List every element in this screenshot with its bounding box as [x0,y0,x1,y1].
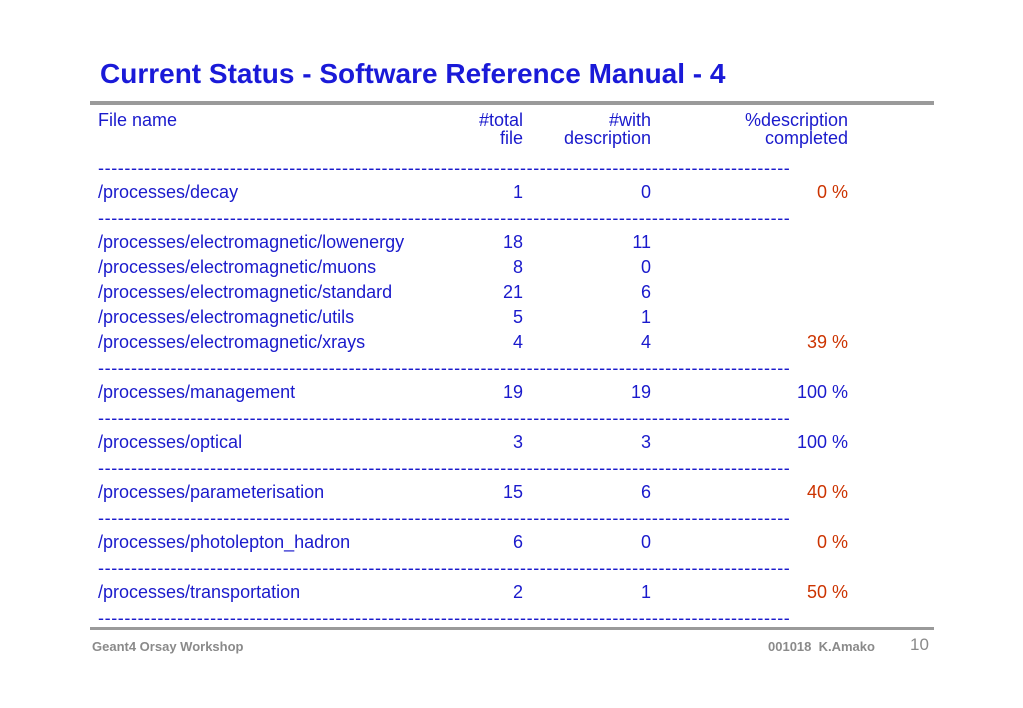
status-table: File name #total file #with description … [98,111,858,630]
footer-author: 001018 K.Amako [768,639,875,654]
total-files-cell: 8 [512,257,523,277]
separator-dashes: ----------------------------------------… [98,208,791,228]
total-files-cell: 19 [502,382,523,402]
total-files-cell: 5 [512,307,523,327]
slide-title: Current Status - Software Reference Manu… [100,58,726,89]
row-separator: ----------------------------------------… [98,155,858,180]
percent-completed-cell: 39 % [806,332,848,352]
table-body: ----------------------------------------… [98,155,858,630]
table-row: /processes/photolepton_hadron 6 0 0 % [98,530,858,555]
table-row: /processes/management 19 19 100 % [98,380,858,405]
percent-completed-cell: 40 % [806,482,848,502]
row-separator: ----------------------------------------… [98,555,858,580]
footer-rule [90,627,934,630]
header-total: #total file [479,111,523,147]
total-files-cell: 2 [512,582,523,602]
row-separator: ----------------------------------------… [98,505,858,530]
table-row: /processes/electromagnetic/standard 21 6 [98,280,858,305]
total-files-cell: 21 [502,282,523,302]
table-row: /processes/parameterisation 15 6 40 % [98,480,858,505]
file-name-cell: /processes/transportation [98,582,301,602]
file-name-cell: /processes/optical [98,432,243,452]
percent-completed-cell: 100 % [796,432,848,452]
row-separator: ----------------------------------------… [98,405,858,430]
header-with-line1: #with [608,110,651,130]
table-row: /processes/electromagnetic/xrays 4 4 39 % [98,330,858,355]
table-header: File name #total file #with description … [98,111,858,147]
percent-completed-cell: 0 % [816,182,848,202]
file-name-cell: /processes/decay [98,182,239,202]
separator-dashes: ----------------------------------------… [98,608,791,628]
total-files-cell: 3 [512,432,523,452]
file-name-cell: /processes/electromagnetic/utils [98,307,355,327]
row-separator: ----------------------------------------… [98,355,858,380]
with-description-cell: 6 [640,482,651,502]
total-files-cell: 18 [502,232,523,252]
with-description-cell: 3 [640,432,651,452]
table-row: /processes/electromagnetic/utils 5 1 [98,305,858,330]
with-description-cell: 4 [640,332,651,352]
with-description-cell: 11 [632,232,651,252]
with-description-cell: 6 [640,282,651,302]
header-pct: %description completed [745,111,848,147]
file-name-cell: /processes/electromagnetic/xrays [98,332,366,352]
separator-dashes: ----------------------------------------… [98,408,791,428]
total-files-cell: 4 [512,332,523,352]
total-files-cell: 1 [512,182,523,202]
header-with: #with description [564,111,651,147]
header-pct-line2: completed [764,128,848,148]
file-name-cell: /processes/parameterisation [98,482,325,502]
with-description-cell: 1 [640,307,651,327]
row-separator: ----------------------------------------… [98,605,858,630]
file-name-cell: /processes/management [98,382,296,402]
row-separator: ----------------------------------------… [98,455,858,480]
separator-dashes: ----------------------------------------… [98,358,791,378]
percent-completed-cell: 100 % [796,382,848,402]
title-underline [90,101,934,105]
table-row: /processes/electromagnetic/muons 8 0 [98,255,858,280]
percent-completed-cell: 50 % [806,582,848,602]
separator-dashes: ----------------------------------------… [98,558,791,578]
separator-dashes: ----------------------------------------… [98,458,791,478]
header-with-line2: description [563,128,651,148]
file-name-cell: /processes/photolepton_hadron [98,532,351,552]
percent-completed-cell: 0 % [816,532,848,552]
file-name-cell: /processes/electromagnetic/lowenergy [98,232,405,252]
with-description-cell: 1 [640,582,651,602]
header-total-line2: file [499,128,523,148]
table-row: /processes/optical 3 3 100 % [98,430,858,455]
with-description-cell: 0 [640,182,651,202]
separator-dashes: ----------------------------------------… [98,508,791,528]
with-description-cell: 0 [640,532,651,552]
separator-dashes: ----------------------------------------… [98,158,791,178]
file-name-cell: /processes/electromagnetic/muons [98,257,377,277]
page-number: 10 [910,635,929,654]
table-row: /processes/transportation 2 1 50 % [98,580,858,605]
total-files-cell: 6 [512,532,523,552]
total-files-cell: 15 [502,482,523,502]
with-description-cell: 19 [630,382,651,402]
table-row: /processes/decay 1 0 0 % [98,180,858,205]
header-file-name: File name [98,110,178,130]
footer-workshop: Geant4 Orsay Workshop [92,639,244,654]
header-pct-line1: %description [744,110,848,130]
table-row: /processes/electromagnetic/lowenergy 18 11 [98,230,858,255]
file-name-cell: /processes/electromagnetic/standard [98,282,393,302]
with-description-cell: 0 [640,257,651,277]
header-total-line1: #total [478,110,523,130]
row-separator: ----------------------------------------… [98,205,858,230]
